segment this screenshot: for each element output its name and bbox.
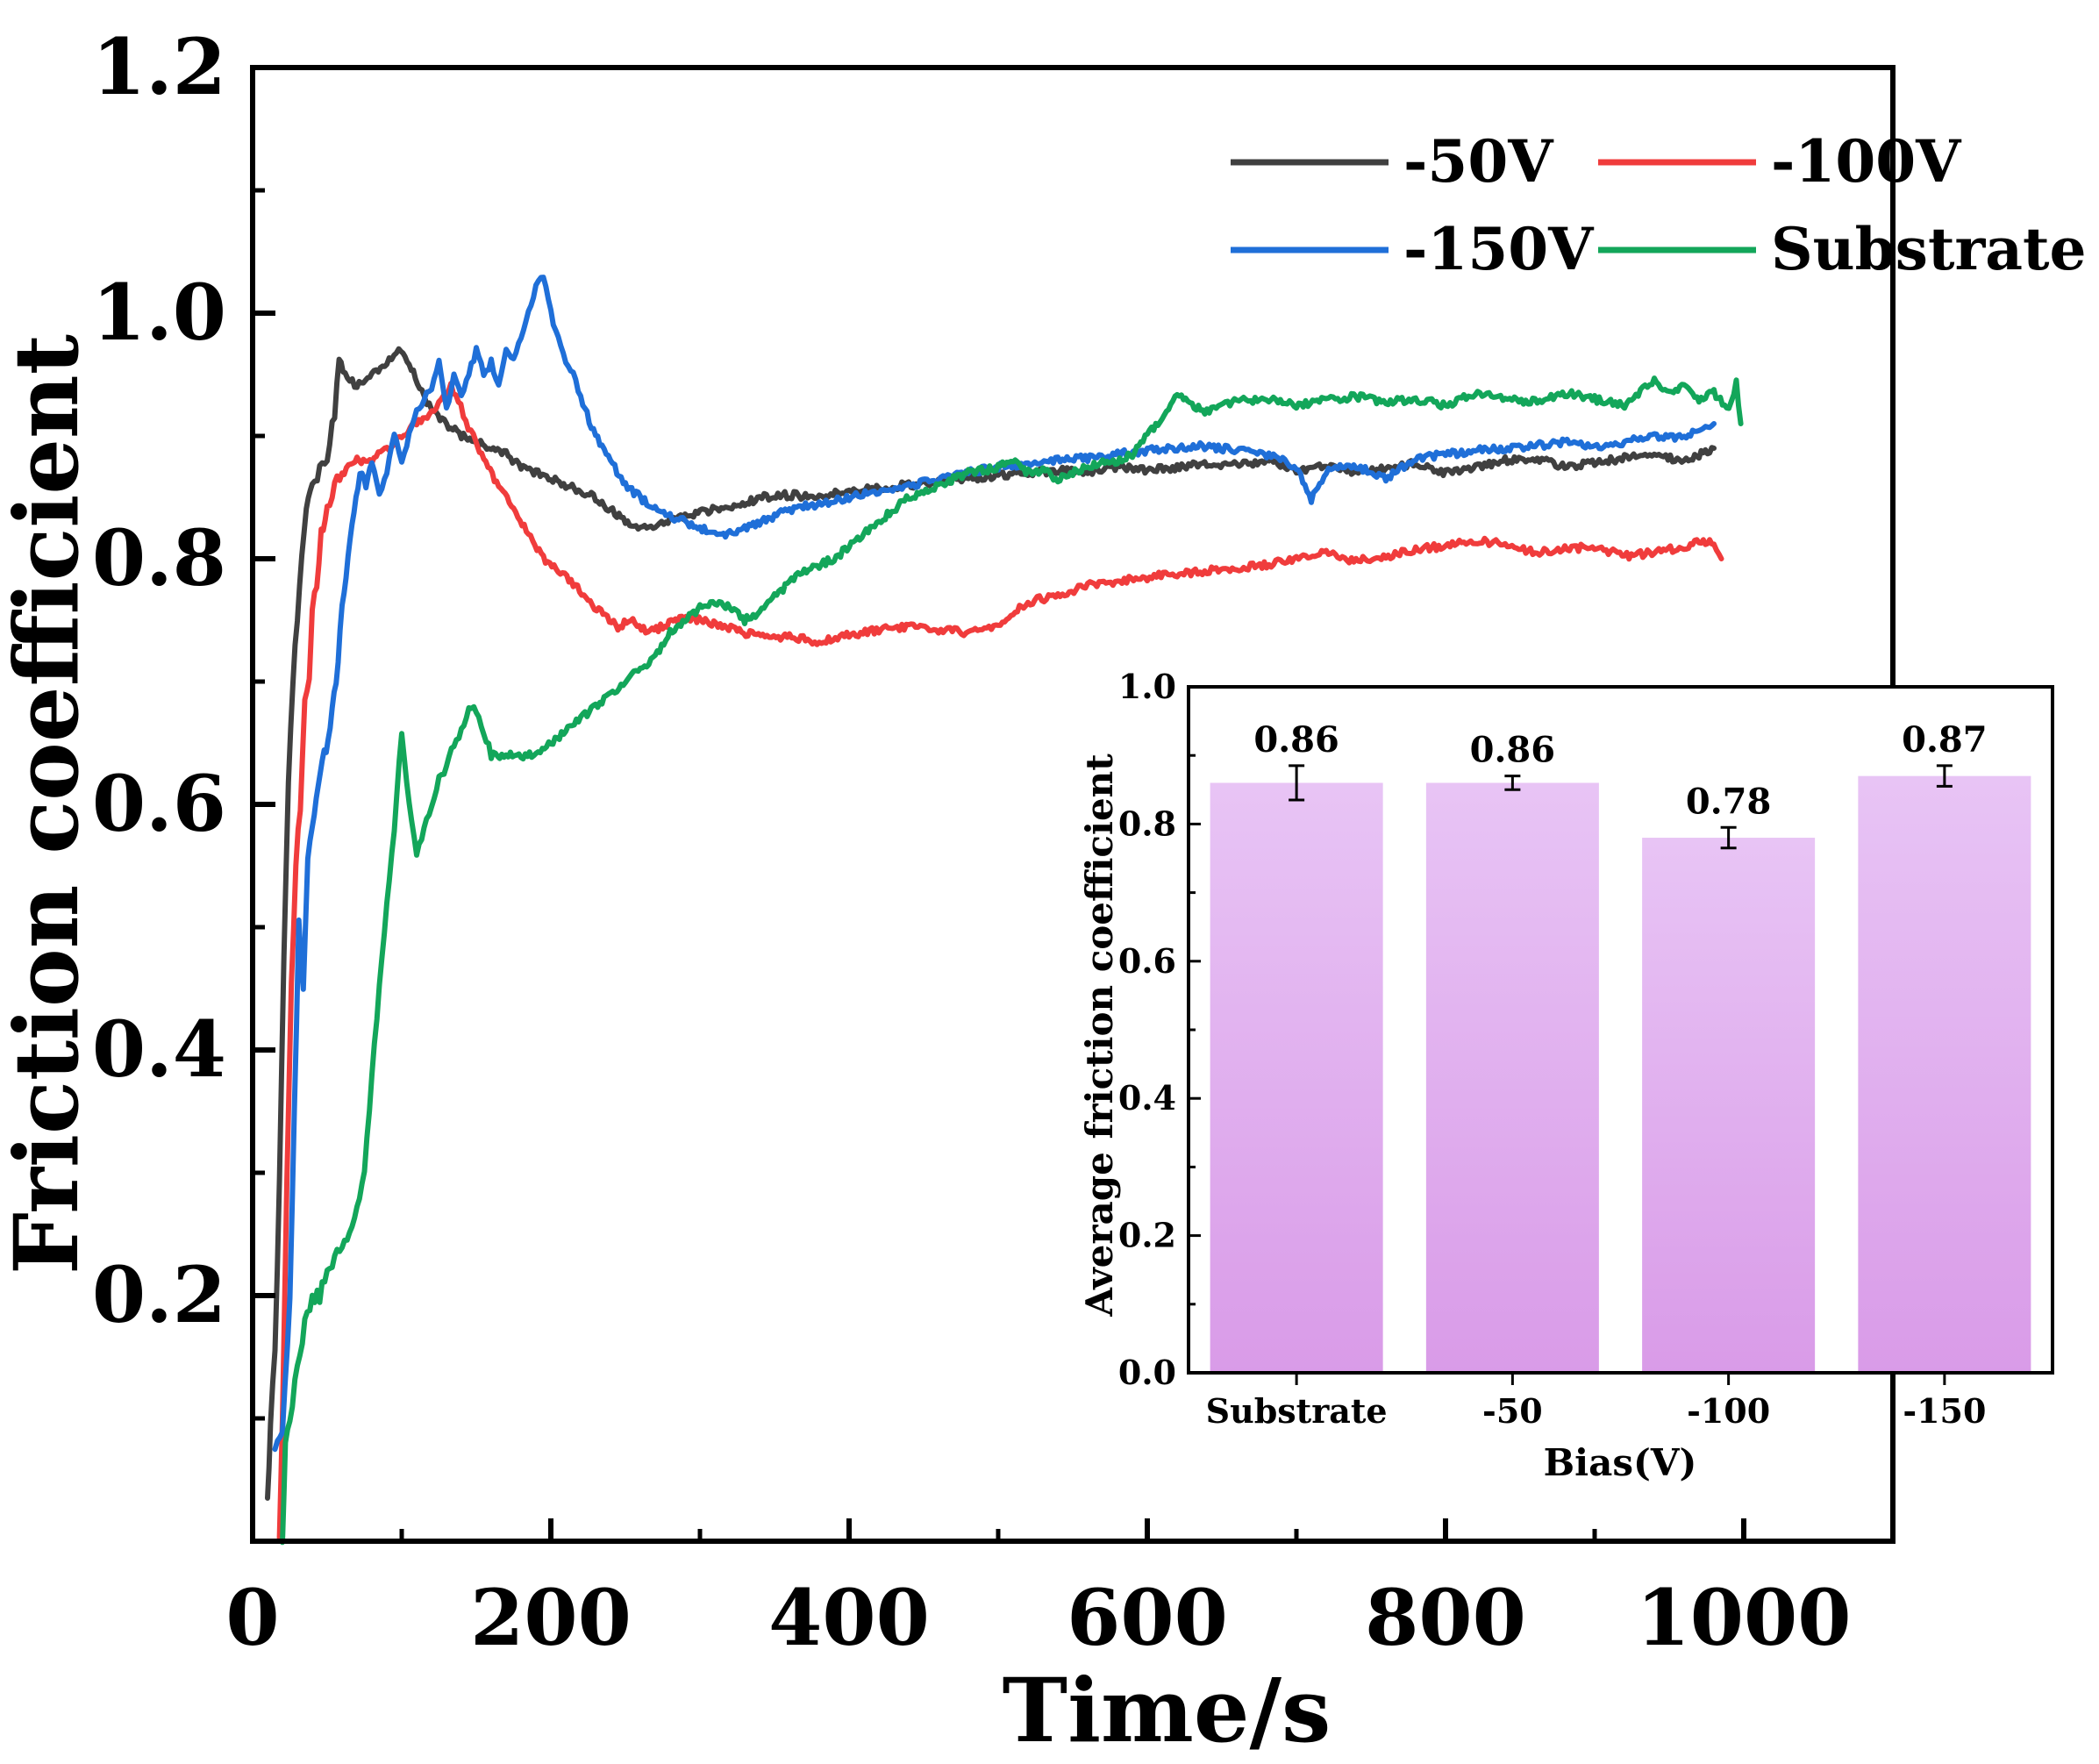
main-y-tick-label: 0.4	[92, 1003, 226, 1095]
bar-100	[1642, 838, 1816, 1373]
inset-x-tick-label: -50	[1482, 1391, 1543, 1431]
inset-x-tick-label: Substrate	[1206, 1391, 1388, 1431]
main-y-tick-label: 1.0	[92, 267, 226, 358]
inset-x-tick-label: -150	[1903, 1391, 1986, 1431]
inset-y-tick-label: 1.0	[1118, 667, 1176, 706]
main-y-tick-label: 0.8	[92, 512, 226, 603]
series-line-substrate	[280, 375, 1744, 1546]
value-label-100: 0.78	[1686, 781, 1771, 822]
value-label-50: 0.86	[1470, 730, 1555, 771]
main-x-tick-label: 200	[470, 1572, 632, 1663]
main-series-group	[265, 275, 1744, 1546]
series-line-50v	[265, 346, 1717, 1501]
inset-bar-chart: 0.86 0.86 0.78 0.87 Substrate -50 -100 -150 0.0…	[1078, 667, 2054, 1484]
value-label-substrate: 0.86	[1253, 719, 1339, 761]
legend-label-50v: -50V	[1403, 127, 1554, 196]
series-line-100v	[276, 381, 1724, 1540]
bar-150	[1858, 775, 2031, 1373]
inset-y-tick-label: 0.0	[1118, 1353, 1176, 1392]
main-x-tick-label: 1000	[1637, 1572, 1852, 1663]
main-line-chart: 0 200 400 600 800 1000 0.2 0.4 0.6 0.8 1.0 1.2 Time…	[0, 21, 2086, 1762]
main-x-tick-label: 600	[1067, 1572, 1228, 1663]
inset-y-tick-label: 0.8	[1118, 803, 1176, 843]
bar-substrate	[1210, 782, 1383, 1373]
inset-y-tick-label: 0.2	[1118, 1216, 1176, 1255]
main-x-tick-label: 800	[1365, 1572, 1526, 1663]
main-y-tick-label: 1.2	[92, 21, 226, 112]
legend-label-150v: -150V	[1403, 215, 1595, 283]
main-y-tick-label: 0.2	[92, 1249, 226, 1340]
legend-label-substrate: Substrate	[1771, 215, 2086, 283]
inset-x-axis-label: Bias(V)	[1544, 1441, 1697, 1484]
inset-x-tick-label: -100	[1687, 1391, 1770, 1431]
bar-50	[1425, 782, 1599, 1373]
main-ticks-group: 0 200 400 600 800 1000 0.2 0.4 0.6 0.8 1.0 1.2	[92, 21, 1896, 1663]
main-x-tick-label: 400	[768, 1572, 930, 1663]
main-x-tick-label: 0	[225, 1572, 279, 1663]
value-label-150: 0.87	[1902, 719, 1987, 761]
legend-label-100v: -100V	[1771, 127, 1962, 196]
main-y-tick-label: 0.6	[92, 758, 226, 849]
inset-bars-group: 0.86 0.86 0.78 0.87	[1210, 719, 2031, 1373]
inset-ticks-group: Substrate -50 -100 -150 0.0 0.2 0.4 0.6 0.8 1.0	[1118, 667, 1987, 1431]
inset-y-axis-label: Average friction coefficient	[1078, 753, 1121, 1318]
main-legend: -50V -100V -150V Substrate	[1231, 127, 2086, 283]
inset-y-tick-label: 0.4	[1118, 1078, 1176, 1118]
main-y-axis-label: Friction coefficient	[0, 334, 98, 1275]
main-x-axis-label: Time/s	[1003, 1659, 1332, 1762]
inset-y-tick-label: 0.6	[1118, 941, 1176, 981]
